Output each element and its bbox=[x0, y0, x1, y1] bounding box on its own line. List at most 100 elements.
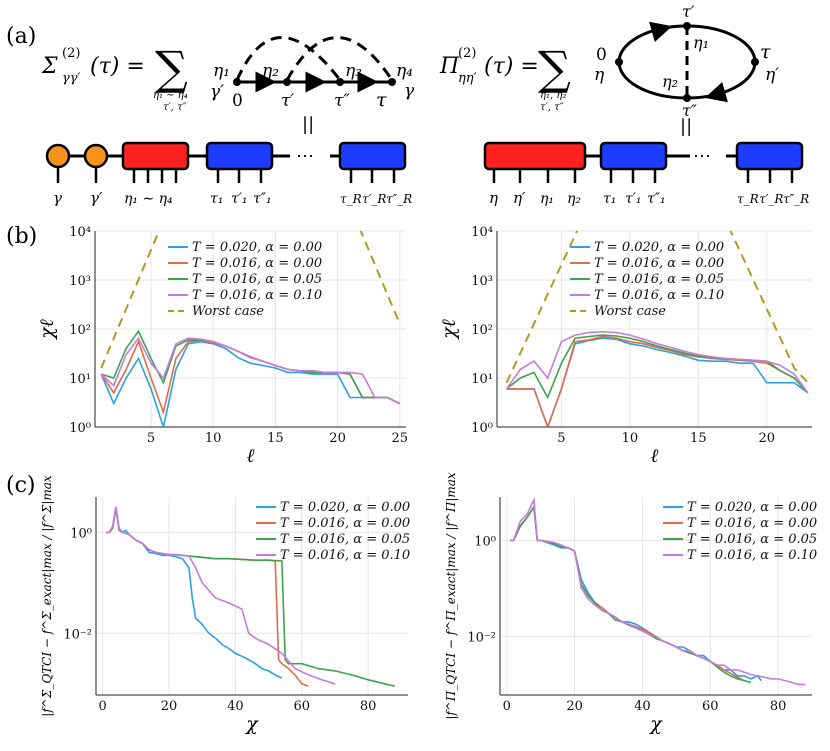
sigma-dashed-arc-1 bbox=[235, 36, 342, 81]
pi-chain-label-tau1: τ₁ bbox=[603, 191, 616, 207]
y-tick-label: 10⁰ bbox=[69, 421, 91, 436]
legend-label: T = 0.016, α = 0.05 bbox=[192, 272, 322, 287]
pi-chain-label-taur: τ_R bbox=[737, 192, 759, 206]
sigma-label-tau1: τ′ bbox=[281, 91, 294, 111]
sigma-chain-tensor-blue-1 bbox=[205, 141, 274, 171]
sigma-chain-node-gammap bbox=[83, 143, 109, 169]
legend-label: T = 0.016, α = 0.05 bbox=[280, 532, 410, 547]
y-tick-label: 10⁰ bbox=[70, 526, 92, 541]
chart-b-right: 5 10 15 20 10⁰ 10¹ 10² 10³ 10⁴ T = 0.020, α = 0.0… bbox=[438, 225, 812, 467]
legend-label: T = 0.016, α = 0.05 bbox=[594, 272, 724, 287]
sigma-label-gamma: γ bbox=[404, 81, 415, 101]
pi-chain-label-eta: η bbox=[489, 189, 498, 207]
x-tick-label: 20 bbox=[329, 431, 346, 446]
sigma-chain-label-tau1: τ₁ bbox=[210, 191, 223, 207]
x-tick-label: 10 bbox=[205, 431, 222, 446]
sigma-chain-label-tau1pp: τ″₁ bbox=[253, 191, 272, 207]
x-tick-label: 20 bbox=[161, 699, 178, 714]
pi-chain-label-tau1p: τ′₁ bbox=[625, 191, 642, 207]
pi-sum-symbol: ∑ bbox=[538, 41, 571, 95]
series-line-2 bbox=[100, 329, 401, 405]
sigma-chain-label-tau1p: τ′₁ bbox=[231, 191, 248, 207]
y-tick-label: 10⁰ bbox=[474, 534, 496, 549]
y-tick-label: 10⁰ bbox=[471, 421, 493, 436]
sigma-label-eta1: η₁ bbox=[213, 61, 230, 81]
series-line-1 bbox=[106, 508, 309, 687]
chart-b-left: 5 10 15 20 25 10⁰ 10¹ 10² 10³ 10⁴ T = 0.020, α = 0… bbox=[36, 225, 409, 467]
x-tick-label: 0 bbox=[98, 699, 106, 714]
legend-label: T = 0.016, α = 0.00 bbox=[594, 256, 724, 271]
pi-chain-label-eta2: η₂ bbox=[567, 191, 581, 207]
y-tick-label: 10³ bbox=[471, 274, 493, 289]
pi-arrow-bottom bbox=[704, 82, 728, 103]
pi-chain-label-etap: η′ bbox=[513, 189, 526, 207]
pi-equiv: || bbox=[680, 116, 692, 137]
x-tick-label: 80 bbox=[770, 699, 787, 714]
y-tick-label: 10² bbox=[69, 323, 91, 338]
y-tick-label: 10¹ bbox=[69, 372, 91, 387]
y-axis-label: χℓ bbox=[438, 319, 460, 341]
y-axis-label: |f^Π_QTCI − f^Π_exact|max / |f^Π|max bbox=[444, 472, 458, 720]
pi-label-tau: τ bbox=[760, 41, 771, 63]
x-tick-label: 5 bbox=[147, 431, 155, 446]
x-axis-label: ℓ bbox=[247, 445, 255, 467]
x-tick-label: 25 bbox=[392, 431, 409, 446]
pi-label-etap: η′ bbox=[765, 65, 779, 85]
pi-chain-label-taurp: τ′_R bbox=[759, 192, 783, 206]
pi-label-eta1: η₁ bbox=[693, 33, 709, 52]
pi-label-eta: η bbox=[594, 65, 605, 85]
sigma-lhs-sub: γγ′ bbox=[62, 71, 81, 86]
sigma-sum-sub2: τ′, τ″ bbox=[163, 102, 187, 113]
sigma-lhs: Σ bbox=[41, 54, 58, 79]
pi-diagram: Π (2) ηη′ (τ) = ∑ η₁, η₂ τ′, τ″ 0 η τ′ η… bbox=[439, 2, 809, 207]
y-tick-label: 10⁴ bbox=[69, 225, 91, 240]
sigma-equiv: || bbox=[302, 114, 314, 135]
y-tick-label: 10⁻² bbox=[467, 630, 496, 645]
x-axis-label: ℓ bbox=[651, 445, 659, 467]
pi-vertex-taup bbox=[683, 22, 691, 30]
sigma-vertex-tau2 bbox=[336, 78, 344, 86]
pi-chain-tensor-blue-2 bbox=[735, 141, 804, 171]
y-tick-label: 10² bbox=[471, 323, 493, 338]
pi-sum-sub1: η₁, η₂ bbox=[540, 90, 566, 101]
pi-vertex-0 bbox=[615, 58, 623, 66]
sigma-chain-ellipsis: ⋯ bbox=[296, 146, 314, 167]
pi-label-eta2: η₂ bbox=[662, 72, 678, 91]
x-axis-label: χ bbox=[648, 713, 663, 735]
x-tick-label: 40 bbox=[227, 699, 244, 714]
series-line-3 bbox=[505, 330, 809, 394]
pi-lhs-sup: (2) bbox=[458, 46, 476, 61]
legend-label: Worst case bbox=[594, 304, 666, 319]
x-tick-label: 60 bbox=[294, 699, 311, 714]
legend-label: T = 0.016, α = 0.10 bbox=[280, 548, 410, 563]
sigma-label-tau: τ bbox=[376, 89, 387, 111]
legend-label: T = 0.020, α = 0.00 bbox=[594, 240, 724, 255]
pi-chain-ellipsis: ⋯ bbox=[693, 146, 711, 167]
pi-label-taupp: τ″ bbox=[682, 101, 697, 120]
pi-label-zero: 0 bbox=[596, 45, 607, 65]
legend-label: T = 0.016, α = 0.00 bbox=[687, 516, 817, 531]
series-line-3 bbox=[510, 497, 806, 686]
sigma-vertex-0 bbox=[233, 78, 241, 86]
sigma-label-gammap: γ′ bbox=[210, 82, 224, 102]
sigma-diagram: Σ (2) γγ′ (τ) = ∑ η₁ ∼ η₄ τ′, τ″ η₁ η₂ η… bbox=[41, 36, 415, 207]
pi-vertex-tau bbox=[751, 58, 759, 66]
pi-vertex-taupp bbox=[683, 94, 691, 102]
sigma-lhs-arg: (τ) = bbox=[90, 54, 145, 79]
panel-label-c: (c) bbox=[6, 473, 36, 498]
x-tick-label: 20 bbox=[759, 431, 776, 446]
sigma-label-eta2: η₂ bbox=[262, 61, 279, 81]
sigma-chain-label-taur: τ_R bbox=[340, 192, 362, 206]
legend-label: Worst case bbox=[192, 304, 264, 319]
sigma-vertex-tau1 bbox=[283, 78, 291, 86]
series-line-4 bbox=[100, 231, 401, 369]
panel-label-a: (a) bbox=[6, 24, 36, 49]
pi-lhs: Π bbox=[439, 54, 460, 79]
x-tick-label: 0 bbox=[503, 699, 511, 714]
legend-label: T = 0.020, α = 0.00 bbox=[687, 500, 817, 515]
x-tick-label: 5 bbox=[557, 431, 565, 446]
pi-sum-sub2: τ′, τ″ bbox=[540, 102, 564, 113]
legend-label: T = 0.020, α = 0.00 bbox=[280, 500, 410, 515]
